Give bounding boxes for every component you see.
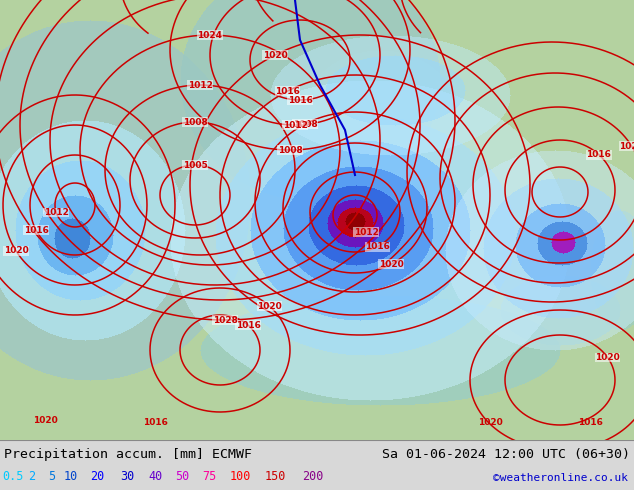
Text: 1008: 1008 — [183, 118, 207, 126]
Text: 1016: 1016 — [288, 96, 313, 104]
Text: 1020: 1020 — [32, 416, 57, 424]
Text: 200: 200 — [302, 469, 323, 483]
Text: 30: 30 — [120, 469, 134, 483]
Text: 50: 50 — [175, 469, 190, 483]
Text: 1016: 1016 — [143, 417, 167, 426]
Text: 1020: 1020 — [378, 260, 403, 269]
Text: ©weatheronline.co.uk: ©weatheronline.co.uk — [493, 473, 628, 483]
Text: 1020: 1020 — [595, 353, 620, 362]
Text: Precipitation accum. [mm] ECMWF: Precipitation accum. [mm] ECMWF — [4, 447, 252, 461]
Text: 1005: 1005 — [183, 161, 207, 170]
Text: 1024: 1024 — [198, 30, 223, 40]
Text: 20: 20 — [90, 469, 104, 483]
Text: 150: 150 — [265, 469, 287, 483]
Text: 1008: 1008 — [278, 146, 302, 154]
Text: 40: 40 — [148, 469, 162, 483]
Text: 1016: 1016 — [23, 225, 48, 235]
Text: 1028: 1028 — [212, 316, 238, 324]
Text: 1012: 1012 — [283, 121, 307, 129]
Text: 1012: 1012 — [354, 228, 378, 237]
Text: Sa 01-06-2024 12:00 UTC (06+30): Sa 01-06-2024 12:00 UTC (06+30) — [382, 447, 630, 461]
Text: 1012: 1012 — [188, 80, 212, 90]
Text: 1016: 1016 — [578, 417, 602, 426]
Text: 5: 5 — [48, 469, 55, 483]
Text: 1016: 1016 — [236, 321, 261, 330]
Text: 10: 10 — [64, 469, 78, 483]
Text: 75: 75 — [202, 469, 216, 483]
Text: 1016: 1016 — [586, 150, 611, 159]
Text: 1016: 1016 — [365, 242, 390, 251]
Text: 1020: 1020 — [619, 142, 634, 150]
Text: 1012: 1012 — [44, 208, 68, 217]
Text: 1020: 1020 — [477, 417, 502, 426]
Text: 0.5: 0.5 — [2, 469, 23, 483]
Text: 1008: 1008 — [293, 120, 318, 128]
Text: 100: 100 — [230, 469, 251, 483]
Text: 1020: 1020 — [4, 246, 29, 255]
Text: 2: 2 — [28, 469, 35, 483]
Text: 1016: 1016 — [275, 87, 300, 96]
Text: 1020: 1020 — [257, 302, 282, 311]
Text: 1020: 1020 — [262, 50, 287, 60]
